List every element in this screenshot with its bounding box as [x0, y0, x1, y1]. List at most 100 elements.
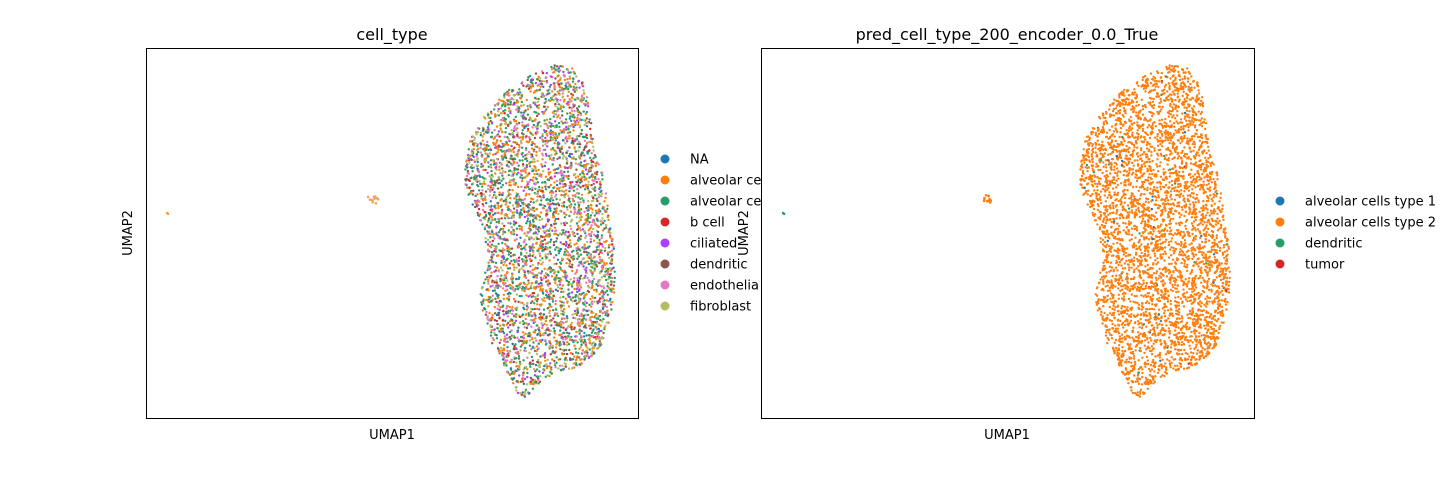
legend-label: fibroblast [690, 300, 751, 315]
scatter-point [495, 286, 498, 289]
scatter-point [500, 198, 503, 201]
scatter-point [1099, 157, 1103, 160]
scatter-point [497, 284, 500, 287]
scatter-point [556, 90, 559, 93]
scatter-point [563, 98, 566, 101]
scatter-point [596, 230, 600, 234]
scatter-point [605, 262, 608, 265]
scatter-point [602, 304, 606, 308]
scatter-point [513, 125, 517, 128]
scatter-point [562, 194, 565, 197]
scatter-point [513, 158, 517, 161]
scatter-point [549, 329, 552, 332]
scatter-point [529, 318, 533, 322]
scatter-point [549, 183, 553, 187]
scatter-point [543, 130, 547, 134]
scatter-point [509, 208, 512, 212]
scatter-point [579, 124, 582, 127]
scatter-point [597, 163, 600, 166]
scatter-point [570, 113, 573, 116]
scatter-point [507, 149, 510, 153]
scatter-point [565, 348, 568, 352]
scatter-point [600, 236, 603, 240]
scatter-point [1101, 322, 1104, 325]
scatter-point [559, 106, 562, 109]
scatter-point [568, 292, 571, 295]
scatter-point [508, 181, 511, 184]
scatter-point [536, 159, 539, 163]
scatter-point [519, 301, 522, 304]
scatter-point [601, 245, 605, 248]
scatter-point [559, 278, 562, 281]
scatter-point [528, 180, 531, 184]
scatter-point [543, 164, 546, 168]
scatter-point [1102, 184, 1105, 187]
scatter-point [585, 96, 589, 99]
scatter-point [539, 259, 542, 262]
scatter-point [541, 289, 544, 292]
scatter-point [580, 362, 583, 365]
scatter-point [587, 180, 590, 183]
scatter-point [521, 391, 524, 394]
scatter-point [503, 224, 506, 228]
scatter-point [600, 320, 604, 323]
scatter-point [489, 274, 493, 278]
scatter-point [503, 249, 506, 252]
scatter-point [504, 156, 508, 160]
scatter-point [589, 354, 593, 358]
scatter-point [495, 226, 498, 229]
scatter-point [484, 159, 488, 162]
scatter-point [531, 120, 534, 123]
scatter-point [485, 201, 488, 205]
scatter-point [531, 188, 534, 192]
scatter-point [587, 207, 590, 210]
scatter-point [512, 141, 515, 144]
scatter-point [603, 261, 606, 265]
scatter-point [488, 240, 492, 244]
scatter-point [537, 75, 540, 78]
scatter-point [517, 326, 520, 329]
scatter-point [525, 184, 529, 188]
scatter-point [558, 93, 561, 96]
scatter-point [497, 311, 501, 314]
scatter-point [505, 214, 508, 217]
scatter-point [481, 208, 485, 212]
scatter-point [534, 363, 538, 367]
scatter-point [508, 372, 512, 376]
scatter-point [550, 366, 553, 369]
scatter-point [519, 176, 522, 179]
scatter-point [486, 322, 489, 325]
scatter-point [586, 253, 589, 257]
scatter-point [577, 253, 580, 256]
scatter-point [592, 160, 595, 164]
scatter-point [1159, 188, 1163, 191]
scatter-point [499, 266, 503, 269]
scatter-point [526, 375, 529, 379]
scatter-point [504, 120, 507, 123]
scatter-point [579, 98, 583, 101]
scatter-point [570, 106, 573, 110]
scatter-point [566, 257, 569, 261]
scatter-point [591, 165, 595, 168]
scatter-point [479, 146, 482, 149]
scatter-point [1143, 344, 1147, 347]
scatter-point [549, 320, 552, 323]
scatter-point [1113, 193, 1116, 197]
scatter-point [529, 200, 532, 203]
scatter-point [529, 361, 532, 364]
scatter-point [588, 342, 592, 345]
scatter-point [505, 305, 509, 308]
scatter-point [489, 317, 492, 321]
scatter-point [1079, 168, 1082, 171]
scatter-point [1166, 358, 1169, 361]
scatter-point [559, 300, 562, 303]
scatter-point [539, 340, 543, 344]
scatter-point [1093, 179, 1096, 183]
scatter-point [516, 211, 519, 214]
scatter-point [589, 259, 593, 262]
scatter-point [517, 246, 521, 249]
scatter-point [499, 338, 503, 342]
scatter-point [610, 259, 614, 263]
scatter-point [465, 174, 469, 178]
scatter-point [559, 296, 562, 299]
